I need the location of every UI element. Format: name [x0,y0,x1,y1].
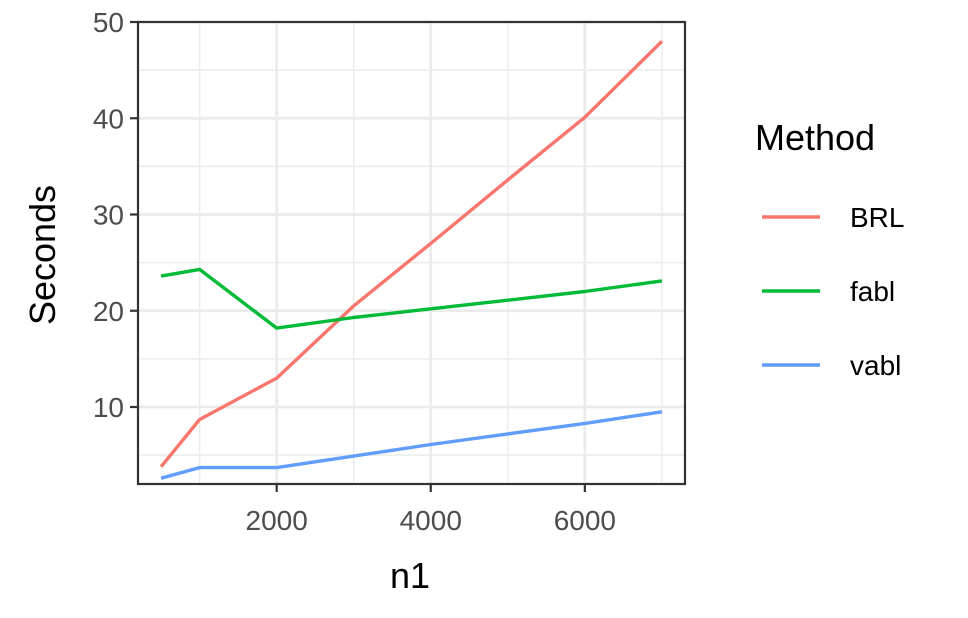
y-tick-label: 50 [93,7,124,38]
series-line-vabl [160,410,663,480]
y-axis-title: Seconds [22,185,63,325]
series-line-brl [159,40,664,468]
legend-label-fabl: fabl [850,276,895,307]
plot-panel-border [136,20,687,486]
y-axis-ticks: 10 20 30 40 50 [93,7,138,423]
y-tick-label: 20 [93,296,124,327]
x-tick-label: 4000 [400,505,462,536]
legend-title: Method [755,117,875,158]
series-line-fabl [160,267,663,330]
y-tick-label: 40 [93,103,124,134]
legend: BRL fabl vabl [762,202,904,381]
x-axis-title: n1 [390,555,430,596]
x-tick-label: 6000 [554,505,616,536]
legend-label-vabl: vabl [850,350,901,381]
legend-label-brl: BRL [850,202,904,233]
y-tick-label: 30 [93,200,124,231]
minor-gridlines [138,22,685,484]
series-lines [159,40,664,480]
y-tick-label: 10 [93,392,124,423]
x-axis-ticks: 2000 4000 6000 [246,484,616,536]
x-tick-label: 2000 [246,505,308,536]
